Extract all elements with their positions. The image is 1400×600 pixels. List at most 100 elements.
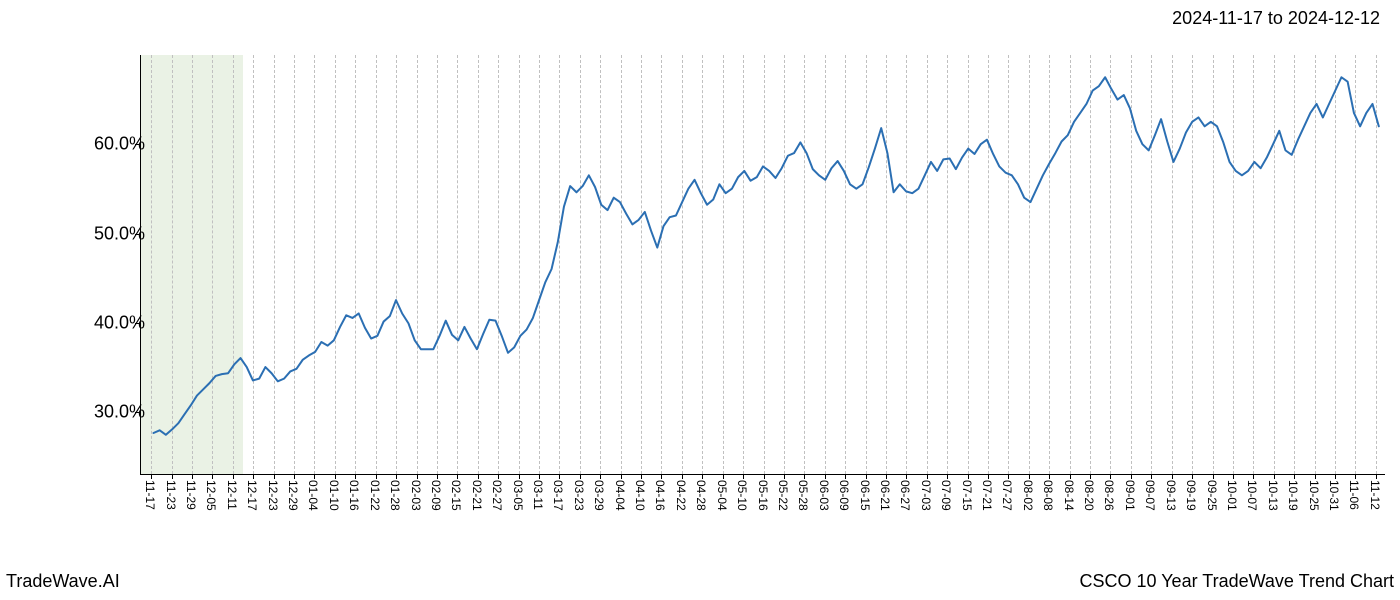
x-tick-label: 08-02: [1021, 480, 1035, 511]
x-tick-label: 03-29: [592, 480, 606, 511]
x-tick-mark: [886, 474, 887, 479]
x-tick-label: 01-28: [388, 480, 402, 511]
x-tick-mark: [1253, 474, 1254, 479]
x-tick-label: 04-10: [633, 480, 647, 511]
x-tick-mark: [1192, 474, 1193, 479]
x-tick-mark: [804, 474, 805, 479]
x-tick-mark: [151, 474, 152, 479]
x-tick-mark: [1008, 474, 1009, 479]
x-tick-mark: [1294, 474, 1295, 479]
x-tick-mark: [1049, 474, 1050, 479]
x-tick-label: 06-09: [837, 480, 851, 511]
x-tick-label: 07-27: [1000, 480, 1014, 511]
x-tick-mark: [1151, 474, 1152, 479]
y-tick-label: 60.0%: [45, 134, 145, 155]
x-tick-label: 11-29: [184, 480, 198, 510]
x-tick-mark: [1029, 474, 1030, 479]
x-tick-mark: [478, 474, 479, 479]
x-tick-label: 03-17: [551, 480, 565, 511]
trend-line: [153, 77, 1378, 435]
x-tick-mark: [825, 474, 826, 479]
x-tick-mark: [866, 474, 867, 479]
x-tick-mark: [1070, 474, 1071, 479]
x-tick-label: 12-11: [225, 480, 239, 510]
x-tick-label: 10-19: [1286, 480, 1300, 511]
x-tick-label: 08-20: [1082, 480, 1096, 511]
x-tick-label: 03-23: [572, 480, 586, 511]
x-tick-label: 07-21: [980, 480, 994, 511]
x-tick-mark: [192, 474, 193, 479]
x-tick-mark: [274, 474, 275, 479]
x-tick-mark: [396, 474, 397, 479]
x-tick-label: 01-04: [306, 480, 320, 511]
x-tick-label: 09-19: [1184, 480, 1198, 511]
y-tick-label: 40.0%: [45, 313, 145, 334]
x-tick-mark: [437, 474, 438, 479]
x-tick-label: 08-14: [1062, 480, 1076, 511]
x-tick-label: 06-15: [858, 480, 872, 511]
x-tick-label: 02-15: [449, 480, 463, 511]
x-tick-label: 01-22: [368, 480, 382, 511]
x-tick-mark: [682, 474, 683, 479]
x-tick-mark: [314, 474, 315, 479]
footer-chart-title: CSCO 10 Year TradeWave Trend Chart: [1080, 571, 1395, 592]
x-tick-label: 07-09: [939, 480, 953, 511]
x-tick-mark: [906, 474, 907, 479]
y-tick-label: 30.0%: [45, 402, 145, 423]
x-tick-label: 10-31: [1327, 480, 1341, 511]
x-tick-mark: [498, 474, 499, 479]
x-tick-label: 03-05: [511, 480, 525, 511]
x-tick-mark: [559, 474, 560, 479]
x-tick-label: 07-03: [919, 480, 933, 511]
x-tick-mark: [1110, 474, 1111, 479]
x-tick-label: 06-03: [817, 480, 831, 511]
x-tick-mark: [376, 474, 377, 479]
x-tick-label: 05-28: [796, 480, 810, 511]
x-tick-mark: [294, 474, 295, 479]
x-tick-label: 02-21: [470, 480, 484, 511]
x-tick-label: 02-27: [490, 480, 504, 511]
x-tick-mark: [1335, 474, 1336, 479]
x-tick-label: 05-22: [776, 480, 790, 511]
x-tick-label: 07-15: [960, 480, 974, 511]
x-tick-mark: [580, 474, 581, 479]
x-tick-mark: [539, 474, 540, 479]
date-range-title: 2024-11-17 to 2024-12-12: [1172, 8, 1380, 29]
x-tick-mark: [988, 474, 989, 479]
x-tick-label: 11-12: [1368, 480, 1382, 510]
footer-brand: TradeWave.AI: [6, 571, 120, 592]
x-tick-label: 09-01: [1123, 480, 1137, 511]
x-tick-mark: [968, 474, 969, 479]
x-tick-label: 02-03: [409, 480, 423, 511]
x-tick-label: 11-06: [1347, 480, 1361, 510]
x-tick-label: 10-07: [1245, 480, 1259, 511]
x-tick-mark: [1213, 474, 1214, 479]
x-tick-label: 10-13: [1266, 480, 1280, 511]
x-tick-mark: [1315, 474, 1316, 479]
x-tick-mark: [1090, 474, 1091, 479]
x-tick-mark: [457, 474, 458, 479]
x-tick-mark: [600, 474, 601, 479]
x-tick-label: 05-10: [735, 480, 749, 511]
x-tick-label: 01-10: [327, 480, 341, 511]
x-tick-label: 12-17: [245, 480, 259, 511]
x-tick-mark: [355, 474, 356, 479]
x-tick-label: 10-25: [1307, 480, 1321, 511]
x-tick-mark: [417, 474, 418, 479]
x-tick-label: 11-23: [164, 480, 178, 510]
x-tick-label: 04-28: [694, 480, 708, 511]
x-tick-mark: [845, 474, 846, 479]
x-tick-mark: [1172, 474, 1173, 479]
line-chart-svg: [141, 55, 1385, 474]
x-tick-label: 09-07: [1143, 480, 1157, 511]
x-tick-mark: [1274, 474, 1275, 479]
x-tick-mark: [661, 474, 662, 479]
x-tick-mark: [743, 474, 744, 479]
chart-plot-area: [140, 55, 1385, 475]
x-tick-mark: [764, 474, 765, 479]
x-tick-mark: [1355, 474, 1356, 479]
x-tick-label: 12-23: [266, 480, 280, 511]
x-tick-label: 03-11: [531, 480, 545, 510]
x-tick-label: 04-04: [613, 480, 627, 511]
x-tick-label: 02-09: [429, 480, 443, 511]
